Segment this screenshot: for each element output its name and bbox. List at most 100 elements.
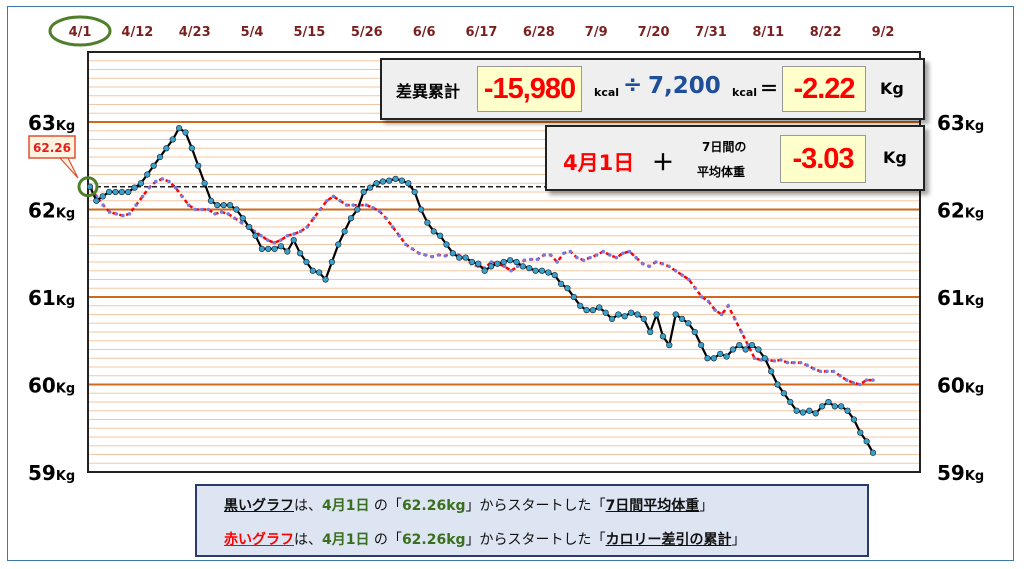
data-point: [144, 171, 151, 178]
equals-sign: ＝: [760, 79, 778, 100]
data-point: [799, 409, 807, 416]
data-point: [140, 194, 145, 199]
y-tick-label: 60Kg: [28, 374, 75, 398]
data-point: [147, 185, 152, 190]
y-tick-label: 61Kg: [937, 286, 984, 310]
data-point: [811, 366, 816, 371]
data-point: [341, 228, 348, 235]
data-point: [156, 153, 164, 161]
data-point: [233, 206, 240, 213]
data-point: [672, 311, 679, 318]
red-series-line: [88, 177, 875, 387]
data-point: [328, 258, 336, 266]
data-point: [364, 203, 369, 207]
data-point: [118, 188, 125, 196]
data-point: [112, 188, 119, 196]
legend-row-red: 赤いグラフは、4月1日 の「62.26kg」からスタートした「カロリー差引の累計…: [224, 529, 746, 549]
data-point: [844, 407, 851, 414]
data-point: [213, 212, 217, 216]
data-point: [316, 269, 323, 276]
data-point: [468, 258, 476, 266]
data-point: [825, 369, 829, 374]
legend-text: は、: [294, 532, 322, 548]
data-point: [806, 407, 813, 414]
divisor-value: 7,200: [648, 73, 721, 99]
x-tick-label: 9/2: [872, 25, 895, 40]
data-point: [871, 378, 875, 382]
y-tick-label: 63Kg: [28, 111, 75, 135]
data-point: [588, 255, 592, 260]
data-point: [298, 229, 303, 234]
data-point: [850, 416, 858, 423]
data-point: [292, 232, 296, 236]
y-tick-label: 59Kg: [937, 461, 984, 485]
data-point: [347, 215, 355, 222]
data-point: [538, 267, 546, 274]
data-point: [602, 309, 609, 316]
x-tick-label: 4/12: [121, 25, 153, 40]
data-point: [634, 311, 641, 318]
data-point: [787, 398, 794, 406]
data-point: [186, 203, 191, 207]
x-tick-label: 6/28: [523, 25, 555, 40]
data-point: [723, 353, 730, 360]
data-point: [246, 223, 253, 231]
data-point: [864, 378, 869, 382]
y-tick-label: 59Kg: [28, 461, 75, 485]
data-point: [351, 203, 355, 207]
kcal-unit-1: kcal: [594, 86, 620, 99]
data-point: [535, 257, 540, 262]
data-point: [259, 233, 263, 238]
data-point: [785, 360, 790, 365]
data-point: [296, 250, 304, 257]
data-point: [793, 407, 800, 414]
data-point: [570, 293, 577, 301]
data-point: [137, 180, 145, 187]
data-point: [825, 398, 832, 406]
data-point: [608, 315, 616, 322]
data-point: [167, 179, 171, 184]
data-point: [397, 233, 402, 238]
legend-text: 」からスタートした「: [465, 532, 606, 548]
data-point: [713, 308, 717, 312]
data-point: [180, 194, 184, 199]
data-point: [163, 145, 170, 152]
black-graph-name: 黒いグラフ: [224, 498, 294, 514]
seven-day-average-box: 4月1日 ＋ 7日間の 平均体重 -3.03 Kg: [545, 125, 925, 191]
data-point: [621, 251, 625, 256]
data-point: [303, 258, 310, 266]
data-point: [344, 203, 349, 207]
data-point: [411, 188, 418, 196]
data-point: [555, 260, 559, 264]
data-point: [201, 180, 208, 187]
data-point: [509, 268, 513, 273]
data-point: [798, 360, 803, 365]
data-point: [272, 240, 277, 245]
x-tick-label: 5/4: [241, 25, 264, 40]
data-point: [634, 255, 638, 260]
x-tick-label: 4/23: [179, 25, 211, 40]
data-point: [601, 249, 606, 254]
legend-text: は、: [294, 498, 322, 514]
data-point: [780, 390, 787, 397]
y-axis-left: 59Kg 60Kg 61Kg 62Kg 63Kg: [28, 111, 75, 485]
data-point: [279, 238, 283, 242]
data-point: [561, 251, 566, 256]
data-point: [589, 307, 597, 314]
data-point: [331, 194, 336, 199]
data-point: [436, 253, 441, 257]
data-point: [437, 232, 444, 239]
data-point: [398, 177, 406, 184]
data-point: [371, 205, 375, 210]
data-point: [568, 249, 573, 254]
data-point: [487, 263, 495, 270]
data-point: [717, 350, 724, 357]
data-point: [532, 267, 539, 274]
avg-label-line2: 平均体重: [697, 165, 746, 179]
result-kg-value: -2.22: [782, 66, 866, 112]
data-point: [685, 320, 692, 327]
data-point: [545, 269, 552, 276]
data-point: [405, 180, 412, 187]
data-point: [206, 207, 211, 212]
cumulative-label: 差異累計: [396, 82, 461, 101]
